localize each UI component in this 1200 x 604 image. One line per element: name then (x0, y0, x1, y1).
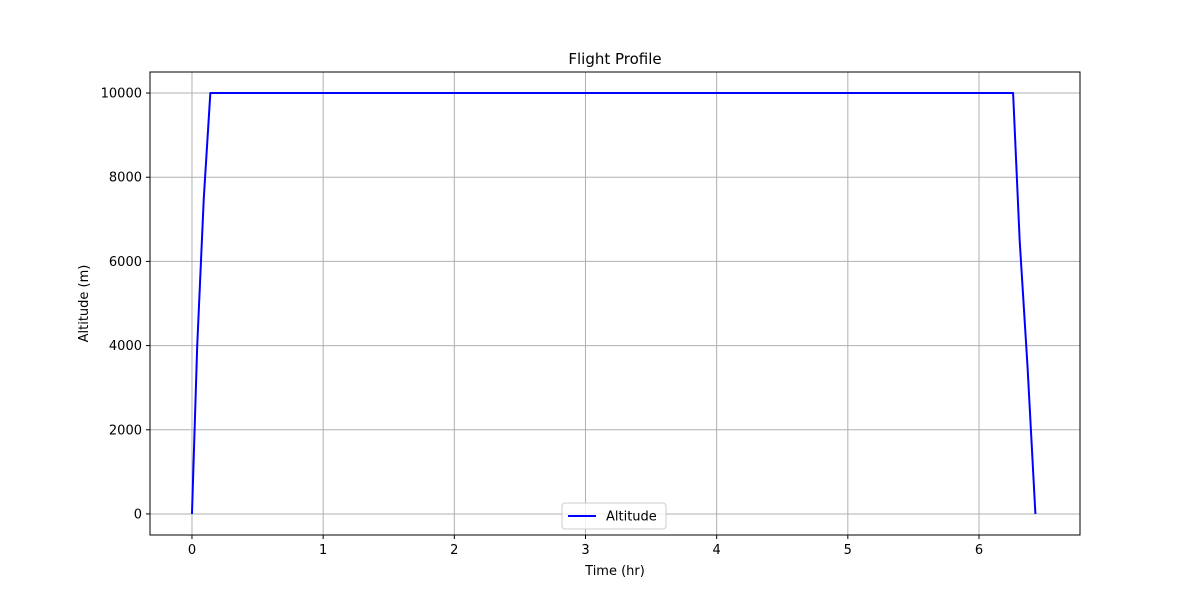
y-tick-label: 2000 (109, 423, 142, 438)
x-tick-label: 1 (319, 543, 327, 558)
series-line-altitude (190, 92, 1037, 515)
legend-label-altitude: Altitude (606, 510, 657, 525)
chart-title: Flight Profile (568, 50, 661, 68)
x-tick-label: 3 (581, 543, 589, 558)
chart-legend: Altitude (561, 502, 667, 530)
x-axis-ticks: 0 1 2 3 4 5 6 (188, 535, 983, 558)
x-tick-label: 2 (450, 543, 458, 558)
y-axis-ticks: 0 2000 4000 6000 8000 10000 (101, 87, 150, 522)
x-axis-label: Time (hr) (584, 564, 645, 579)
x-tick-label: 5 (844, 543, 852, 558)
y-tick-label: 0 (134, 507, 142, 522)
y-tick-label: 6000 (109, 255, 142, 270)
y-tick-label: 4000 (109, 339, 142, 354)
y-tick-label: 10000 (101, 87, 142, 102)
series-layer (190, 92, 1037, 515)
plot-frame (149, 71, 1081, 536)
legend-box (561, 502, 667, 530)
y-axis-label: Altitude (m) (77, 265, 92, 343)
x-tick-label: 4 (713, 543, 721, 558)
y-tick-label: 8000 (109, 171, 142, 186)
x-tick-label: 6 (975, 543, 983, 558)
x-tick-label: 0 (188, 543, 196, 558)
grid-lines (150, 72, 1080, 535)
